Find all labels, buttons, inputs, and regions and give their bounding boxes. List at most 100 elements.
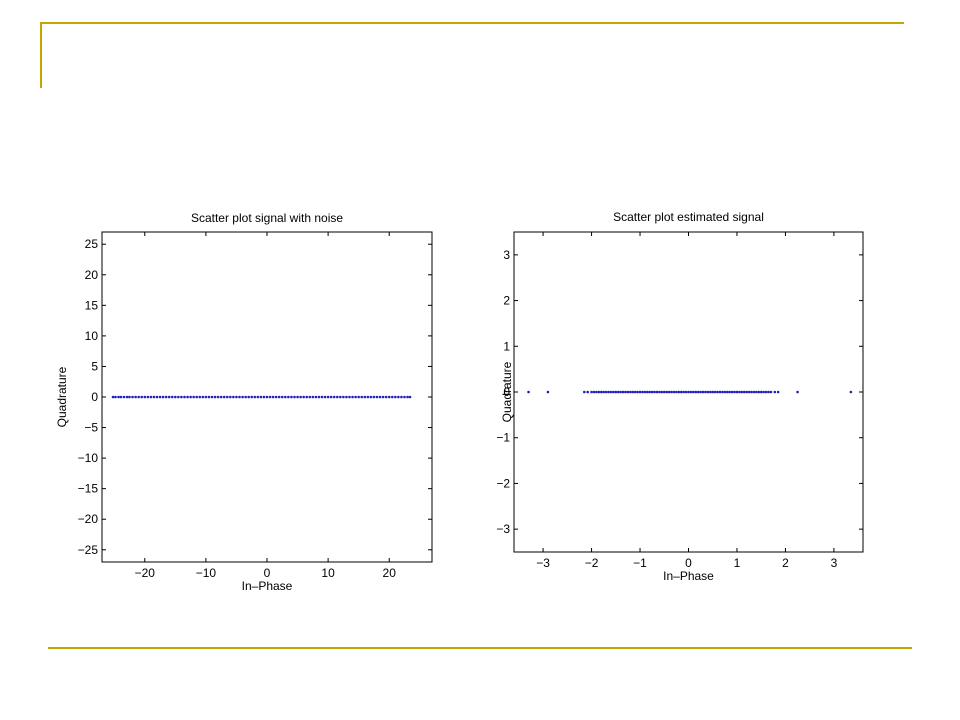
data-point xyxy=(675,390,678,394)
data-point xyxy=(317,395,321,399)
data-point xyxy=(709,390,712,394)
data-point xyxy=(586,390,589,394)
data-point xyxy=(750,390,753,394)
data-point xyxy=(189,395,192,399)
data-point xyxy=(650,390,654,394)
data-point xyxy=(735,390,739,394)
data-point xyxy=(287,395,290,399)
data-point xyxy=(335,395,339,399)
y-tick-label: −2 xyxy=(496,476,510,490)
data-point xyxy=(256,395,260,399)
data-point xyxy=(706,390,710,394)
data-point xyxy=(711,390,715,394)
data-point xyxy=(119,395,123,399)
data-point xyxy=(183,395,186,399)
data-point xyxy=(648,390,652,394)
data-point xyxy=(745,390,748,394)
data-point xyxy=(201,395,205,399)
data-point xyxy=(677,390,681,394)
data-point xyxy=(146,395,150,399)
data-point xyxy=(713,390,717,394)
x-tick-label: −1 xyxy=(633,556,647,570)
data-point xyxy=(265,395,269,399)
y-tick-label: 25 xyxy=(85,237,99,251)
data-point xyxy=(161,395,165,399)
data-point xyxy=(592,390,596,394)
data-point xyxy=(624,390,627,394)
data-point xyxy=(195,395,199,399)
data-point xyxy=(235,395,238,399)
data-point xyxy=(357,395,360,399)
data-point xyxy=(204,395,208,399)
data-point xyxy=(114,395,117,399)
data-point xyxy=(602,390,605,394)
y-tick-label: −25 xyxy=(78,543,99,557)
data-point xyxy=(381,395,385,399)
data-point xyxy=(699,390,702,394)
data-point xyxy=(769,390,773,394)
data-point xyxy=(653,390,656,394)
y-tick-label: 0 xyxy=(503,385,510,399)
data-point xyxy=(117,395,120,399)
data-point xyxy=(718,390,722,394)
data-point xyxy=(332,395,336,399)
data-point xyxy=(128,395,131,399)
data-point xyxy=(667,390,671,394)
data-point xyxy=(219,395,223,399)
data-point xyxy=(597,390,601,394)
data-point xyxy=(111,395,115,399)
data-point xyxy=(631,390,635,394)
data-point xyxy=(721,390,724,394)
data-point xyxy=(216,395,220,399)
data-point xyxy=(394,395,397,399)
chart-1: Scatter plot signal with noise −20 −10 0 10 2… xyxy=(55,211,433,593)
data-point xyxy=(400,395,403,399)
data-point xyxy=(704,390,707,394)
y-tick-label: −3 xyxy=(496,522,510,536)
data-point xyxy=(612,390,615,394)
data-point xyxy=(619,390,622,394)
data-point xyxy=(225,395,229,399)
data-point xyxy=(348,395,351,399)
data-point xyxy=(238,395,241,399)
data-point xyxy=(372,395,376,399)
x-tick-label: 10 xyxy=(321,566,335,580)
data-point xyxy=(134,395,137,399)
x-tick-label: 0 xyxy=(685,556,692,570)
y-tick-label: 20 xyxy=(85,268,99,282)
y-tick-label: 10 xyxy=(85,329,99,343)
data-point xyxy=(849,390,853,394)
data-point xyxy=(764,390,768,394)
y-tick-label: 0 xyxy=(91,390,98,404)
data-point xyxy=(363,395,367,399)
data-point xyxy=(757,390,761,394)
data-point xyxy=(167,395,171,399)
x-tick-label: −3 xyxy=(536,556,550,570)
data-point xyxy=(692,390,695,394)
data-point xyxy=(140,395,144,399)
x-tick-label: 20 xyxy=(383,566,397,580)
data-point xyxy=(767,390,770,394)
data-point xyxy=(259,395,263,399)
data-point xyxy=(546,390,550,394)
data-point xyxy=(609,390,613,394)
data-point xyxy=(296,395,299,399)
data-point xyxy=(701,390,705,394)
data-point xyxy=(658,390,661,394)
data-point xyxy=(158,395,162,399)
data-point xyxy=(250,395,254,399)
y-axis-label: Quadrature xyxy=(500,361,514,422)
data-point xyxy=(776,390,780,394)
data-point xyxy=(299,395,302,399)
data-point xyxy=(408,395,412,399)
data-point xyxy=(177,395,180,399)
data-point xyxy=(604,390,608,394)
data-point xyxy=(643,390,647,394)
data-point xyxy=(247,395,250,399)
data-point xyxy=(207,395,211,399)
data-point xyxy=(696,390,700,394)
data-point xyxy=(222,395,226,399)
chart-title: Scatter plot estimated signal xyxy=(613,210,764,224)
data-point xyxy=(738,390,741,394)
data-point xyxy=(354,395,357,399)
